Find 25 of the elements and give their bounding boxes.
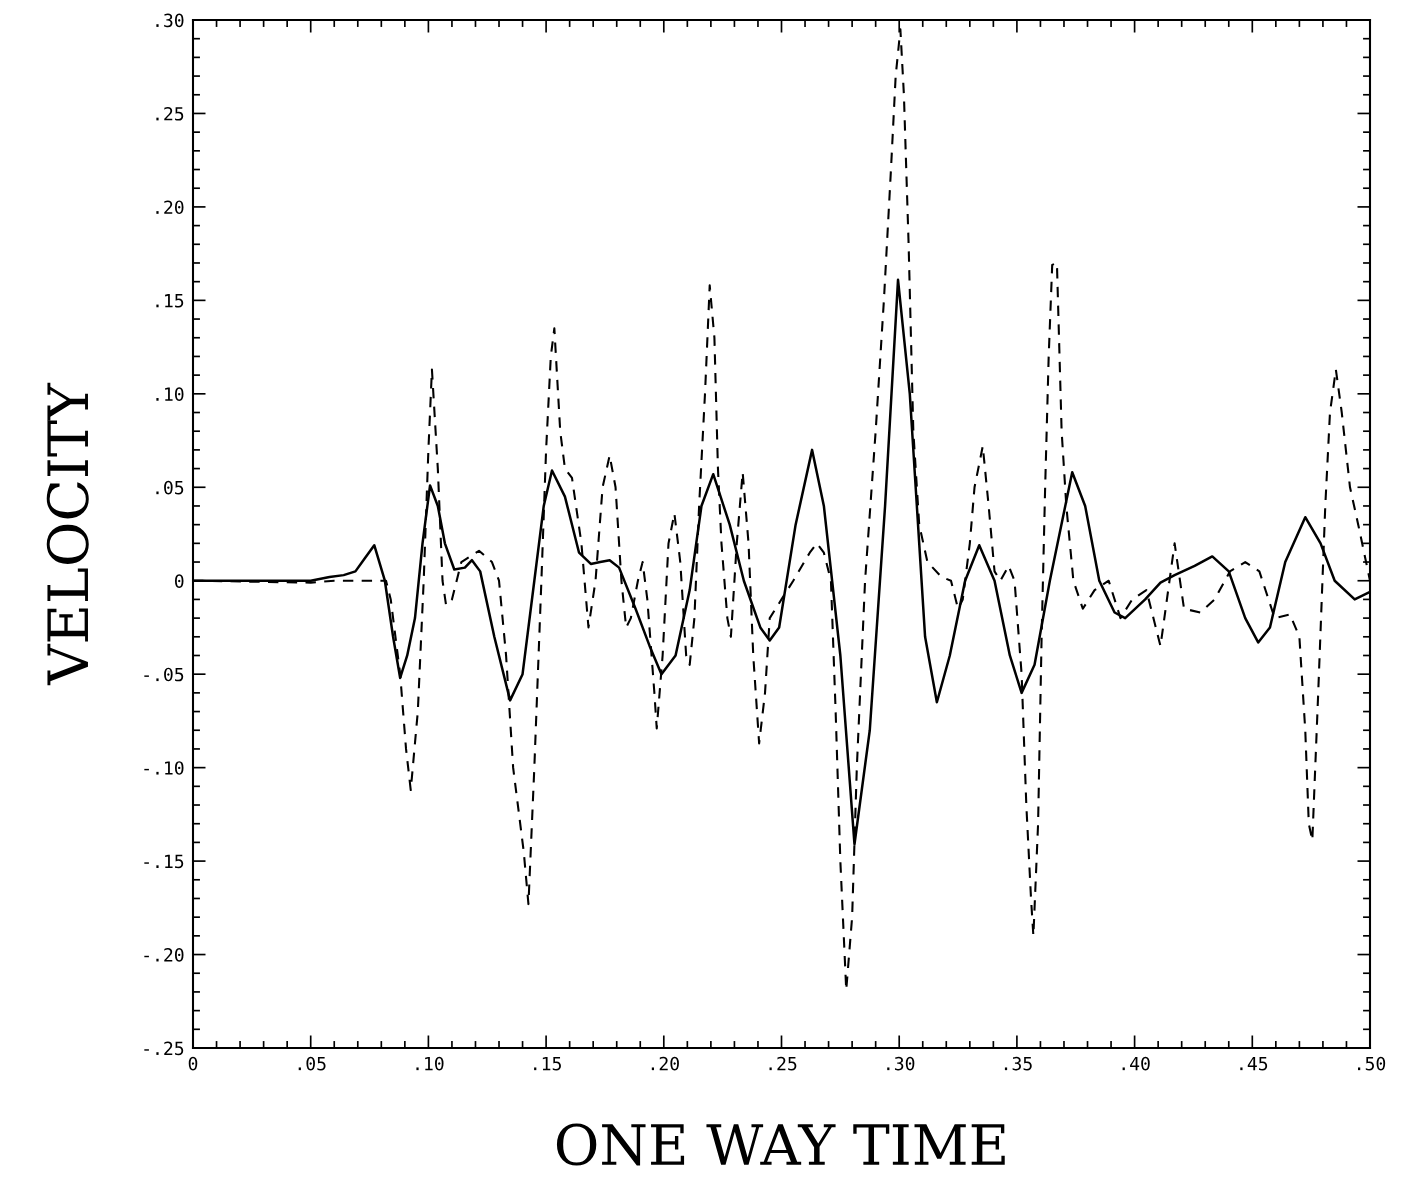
x-tick-label: .30 [887,1056,915,1071]
y-tick-label: .25 [156,106,184,121]
y-tick-label: -.20 [144,948,184,962]
y-tick-label: -.15 [144,854,184,869]
x-tick-label: .50 [1358,1056,1386,1071]
y-tick-label: .30 [156,13,184,28]
x-axis-title: ONE WAY TIME [556,1123,1005,1166]
y-tick-label: .15 [156,294,184,308]
y-tick-label: .05 [156,480,184,495]
x-tick-label: .35 [1004,1056,1032,1071]
x-tick-label: .15 [534,1056,561,1071]
x-tick-label: .20 [651,1056,679,1071]
y-tick-label: -.10 [144,761,184,775]
y-tick-label: .10 [156,387,184,401]
x-tick-label: .40 [1122,1056,1150,1071]
x-tick-label: .25 [769,1056,797,1071]
x-tick-label: .10 [416,1056,444,1071]
y-tick-label: -.25 [144,1041,184,1056]
y-tick-label: 0 [174,574,184,588]
x-tick-label: 0 [188,1056,198,1071]
y-tick-label: .20 [156,200,184,215]
x-tick-label: .05 [298,1056,326,1071]
y-axis-title: VELOCITY [46,382,89,686]
x-tick-label: .45 [1240,1056,1268,1071]
y-tick-label: -.05 [144,667,184,682]
